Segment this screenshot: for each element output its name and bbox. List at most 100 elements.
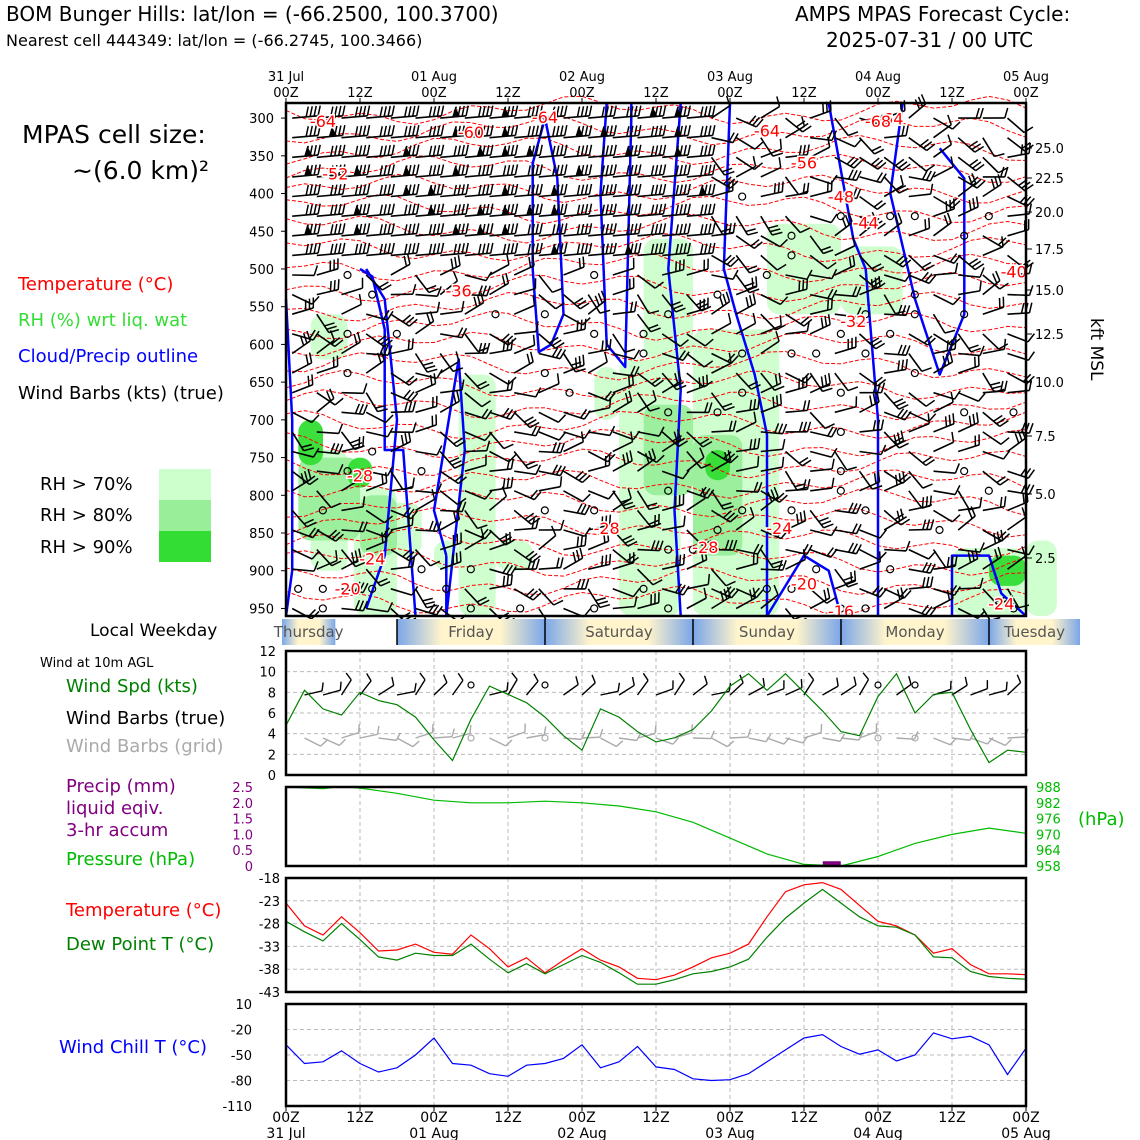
- wind-barb: [958, 280, 982, 296]
- wind-barb: [662, 553, 686, 570]
- wind-barb: [316, 529, 344, 542]
- wind-barb: [1007, 483, 1035, 496]
- top-date-label: 03 Aug: [707, 70, 753, 85]
- wind-barb: [858, 211, 878, 237]
- bottom-hour-label: 12Z: [346, 1110, 373, 1126]
- wind-barb: [415, 105, 445, 119]
- wind-barb: [884, 540, 911, 552]
- wind-barb: [760, 438, 786, 453]
- wind-barb: [933, 134, 953, 158]
- calm-wind-marker: [540, 310, 549, 319]
- pressure-tick-label: 650: [249, 376, 274, 391]
- wind-barb: [760, 549, 784, 569]
- wind-barb: [883, 272, 912, 283]
- wind-barb: [291, 352, 313, 374]
- temperature-contour: [285, 547, 1027, 577]
- wind-barb: [588, 183, 617, 198]
- wind-barb: [760, 393, 783, 414]
- calm-wind-marker: [343, 467, 352, 476]
- wind-barb: [489, 183, 519, 198]
- wind-barb-grid: [507, 723, 526, 739]
- top-date-label: 01 Aug: [411, 70, 457, 85]
- wind-barb: [563, 470, 591, 484]
- wind-barb: [982, 235, 1010, 248]
- wind-barb: [711, 352, 732, 374]
- wind-barb: [859, 156, 887, 170]
- calm-wind-marker: [787, 506, 796, 515]
- wind-barb: [1007, 176, 1034, 192]
- wind-barb: [563, 144, 593, 159]
- wind-barb: [760, 96, 781, 119]
- wind-barb: [341, 105, 371, 119]
- bottom-hour-label: 00Z: [716, 1110, 743, 1126]
- wind-barb: [439, 470, 467, 485]
- wind-barb: [390, 338, 414, 355]
- wind-barb-true: [636, 672, 649, 696]
- wind-barb: [291, 411, 320, 424]
- wind-barb: [933, 509, 961, 523]
- wind-barb: [292, 223, 321, 237]
- calm-wind-marker: [664, 310, 673, 319]
- wind-barb: [957, 412, 979, 433]
- temperature-contour-label: -36: [446, 282, 472, 301]
- wind-barb: [365, 411, 394, 424]
- temperature-contour-label: -64: [877, 110, 903, 129]
- wind-barb: [982, 470, 1009, 486]
- wind-barb: [390, 477, 415, 492]
- wind-barb: [933, 391, 954, 414]
- wind-barb: [341, 144, 371, 159]
- station-title: BOM Bunger Hills: lat/lon = (-66.2500, 1…: [6, 2, 499, 26]
- calm-wind-marker: [417, 565, 426, 574]
- wind-barb: [735, 115, 764, 128]
- wind-barb: [809, 136, 831, 159]
- wind-barb-true: [822, 677, 839, 696]
- calm-wind-marker: [874, 681, 882, 689]
- wind-barb-grid: [729, 728, 752, 739]
- wind-barb: [908, 217, 931, 237]
- wind-barb: [390, 401, 417, 414]
- wind-barb: [809, 314, 831, 335]
- wind-barb: [365, 509, 393, 524]
- wind-barb: [316, 313, 340, 334]
- pressure-tick-label: 400: [249, 188, 274, 203]
- cloud-outline: [531, 116, 565, 354]
- wind-barb: [736, 456, 760, 472]
- wind-barb: [316, 330, 335, 355]
- calm-wind-marker: [960, 408, 969, 417]
- wind-barb: [414, 353, 438, 373]
- calm-wind-marker: [836, 388, 845, 397]
- rh-region: [495, 540, 533, 571]
- wind-barb: [957, 196, 979, 217]
- precip-tick-label: 0.5: [232, 844, 253, 859]
- wind-barb: [464, 408, 493, 420]
- wind-barb: [785, 543, 813, 556]
- temp-panel-label: Temperature (°C): [66, 900, 222, 921]
- wind-barb: [810, 288, 838, 300]
- wind-barb: [588, 105, 617, 119]
- wind-barb: [957, 355, 980, 374]
- wind-barb: [440, 105, 469, 119]
- windchill-tick-label: -20: [231, 1024, 252, 1039]
- wind-barb: [883, 588, 912, 599]
- wind-barb: [785, 116, 806, 139]
- windchill-line: [285, 1032, 1027, 1082]
- wind-barb: [365, 530, 388, 551]
- windchill-panel-label: Wind Chill T (°C): [59, 1037, 207, 1058]
- wind-barb: [636, 568, 663, 586]
- wind-barb: [908, 413, 930, 433]
- wind-barb: [834, 502, 862, 515]
- wind-barb: [514, 164, 543, 178]
- wind-barb: [513, 548, 541, 563]
- weekday-name: Saturday: [585, 623, 653, 641]
- pressure-tick-label: 970: [1036, 828, 1061, 843]
- wind-barb: [292, 105, 321, 119]
- wind-barb: [538, 588, 564, 606]
- wind-barb: [982, 588, 1008, 606]
- wind-barb: [415, 369, 443, 380]
- wind-barb: [538, 557, 564, 570]
- wind-barb: [810, 477, 835, 492]
- wind-barb: [662, 259, 685, 276]
- wind-barb: [291, 431, 314, 452]
- wind-barb: [341, 436, 365, 453]
- wind-barb: [316, 125, 346, 139]
